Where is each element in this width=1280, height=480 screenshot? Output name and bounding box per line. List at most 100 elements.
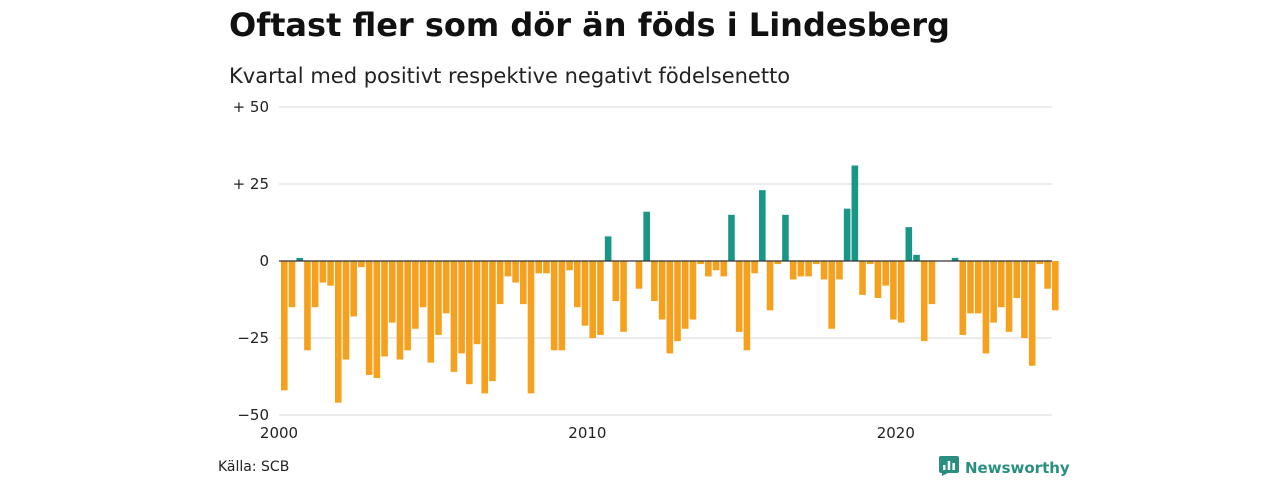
bar [805,261,812,277]
bar [442,261,450,314]
bar [1052,261,1059,311]
bar [458,261,465,354]
bar [296,257,304,261]
bar [373,261,381,379]
bar [843,208,851,261]
bar [866,261,874,265]
source-label: Källa: SCB [218,459,290,475]
bar [412,261,419,329]
bar [913,254,920,261]
bar [920,261,928,342]
bar [543,261,550,274]
bar [581,261,589,326]
bar [705,261,712,277]
bar [674,261,681,342]
bar [782,214,789,261]
bar [334,261,342,403]
bar [427,261,435,363]
bar [535,261,543,274]
bar [466,261,473,385]
chart-subtitle: Kvartal med positivt respektive negativt… [229,64,791,88]
bar [342,261,350,360]
bar [304,261,311,351]
bar [620,261,627,332]
bar [890,261,897,320]
bar [597,261,604,335]
bar [874,261,882,298]
y-tick-label: 0 [259,252,269,270]
bar [481,261,489,394]
bar [812,261,820,265]
bar [311,261,319,308]
bar [651,261,658,302]
x-tick-label: 2010 [568,424,606,442]
bar [1021,261,1028,338]
y-tick-label: + 25 [233,175,269,193]
brand-name: Newsworthy [965,459,1070,477]
bar [319,261,327,283]
bar [1005,261,1013,332]
newsworthy-logo-icon [939,456,959,480]
bar [959,261,967,335]
bar [604,236,612,261]
bar [635,261,643,289]
bar [897,261,905,323]
y-tick-label: −25 [237,329,269,347]
bar [728,214,735,261]
bar [681,261,689,329]
bar [450,261,458,372]
bar [281,261,288,391]
y-tick-label: −50 [237,406,269,424]
bar [365,261,373,375]
bar [797,261,805,277]
bar [1044,261,1051,289]
bar [396,261,404,360]
bar [851,165,859,261]
bar [666,261,674,354]
bar [974,261,982,314]
bar [388,261,396,323]
chart-title: Oftast fler som dör än föds i Lindesberg [229,6,950,44]
bar [1036,261,1044,265]
bar [520,261,527,305]
bar [689,261,697,320]
bar [288,261,296,308]
bar [990,261,997,323]
bar [836,261,843,280]
bar [404,261,411,351]
bar [720,261,728,277]
bar [527,261,535,394]
bar [735,261,743,332]
bar [905,227,913,261]
bar [435,261,442,335]
bar [566,261,573,271]
x-tick-label: 2000 [260,424,298,442]
bar [982,261,990,354]
bar [743,261,751,351]
bar [550,261,558,351]
brand-logo[interactable]: Newsworthy [939,456,1070,480]
bar [820,261,828,280]
bar [612,261,620,302]
bar [573,261,581,308]
y-tick-label: + 50 [233,98,269,116]
x-tick-label: 2020 [877,424,915,442]
bar [951,257,959,261]
bar [496,261,504,305]
bar [712,261,720,271]
bars-layer [281,165,1059,403]
bar [589,261,596,338]
bar [774,261,782,265]
bar [828,261,836,329]
bar [473,261,481,345]
bar [350,261,357,317]
bar [928,261,936,305]
bar [658,261,666,320]
bar [751,261,758,274]
bar [419,261,427,308]
bar [358,261,365,268]
bar [381,261,388,357]
bar [489,261,496,382]
